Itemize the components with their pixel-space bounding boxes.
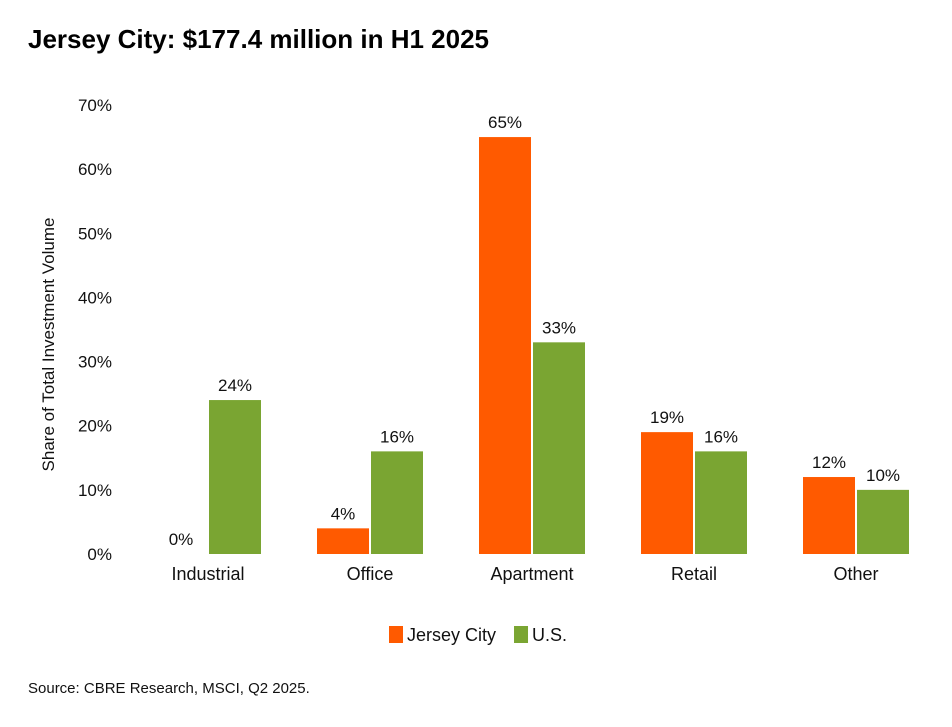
category-label: Apartment bbox=[490, 564, 573, 584]
y-tick-label: 0% bbox=[87, 545, 112, 564]
legend-swatch bbox=[514, 626, 529, 643]
y-tick-label: 20% bbox=[78, 417, 112, 436]
y-tick-label: 10% bbox=[78, 481, 112, 500]
data-label: 33% bbox=[542, 318, 576, 337]
bar bbox=[641, 432, 693, 554]
bar bbox=[857, 489, 909, 554]
legend-label: U.S. bbox=[532, 625, 567, 645]
y-tick-label: 30% bbox=[78, 353, 112, 372]
data-label: 24% bbox=[218, 376, 252, 395]
data-label: 19% bbox=[650, 408, 684, 427]
y-tick-label: 60% bbox=[78, 160, 112, 179]
category-label: Retail bbox=[671, 564, 717, 584]
y-tick-label: 50% bbox=[78, 224, 112, 243]
data-label: 0% bbox=[169, 530, 194, 549]
bar bbox=[371, 451, 423, 554]
category-label: Industrial bbox=[171, 564, 244, 584]
category-label: Office bbox=[347, 564, 394, 584]
chart-title: Jersey City: $177.4 million in H1 2025 bbox=[28, 24, 490, 54]
data-label: 4% bbox=[331, 504, 356, 523]
category-label: Other bbox=[833, 564, 878, 584]
bar bbox=[803, 477, 855, 554]
data-label: 10% bbox=[866, 466, 900, 485]
source-note: Source: CBRE Research, MSCI, Q2 2025. bbox=[28, 680, 310, 697]
legend-label: Jersey City bbox=[407, 625, 496, 645]
y-axis-label: Share of Total Investment Volume bbox=[39, 218, 58, 472]
bar bbox=[695, 451, 747, 554]
bar bbox=[533, 342, 585, 554]
legend-swatch bbox=[389, 626, 403, 643]
bar bbox=[479, 137, 531, 555]
bar bbox=[209, 400, 261, 554]
y-tick-label: 70% bbox=[78, 96, 112, 115]
y-tick-label: 40% bbox=[78, 288, 112, 307]
data-label: 65% bbox=[488, 113, 522, 132]
data-label: 16% bbox=[380, 427, 414, 446]
bar bbox=[317, 528, 369, 554]
data-label: 16% bbox=[704, 427, 738, 446]
data-label: 12% bbox=[812, 453, 846, 472]
